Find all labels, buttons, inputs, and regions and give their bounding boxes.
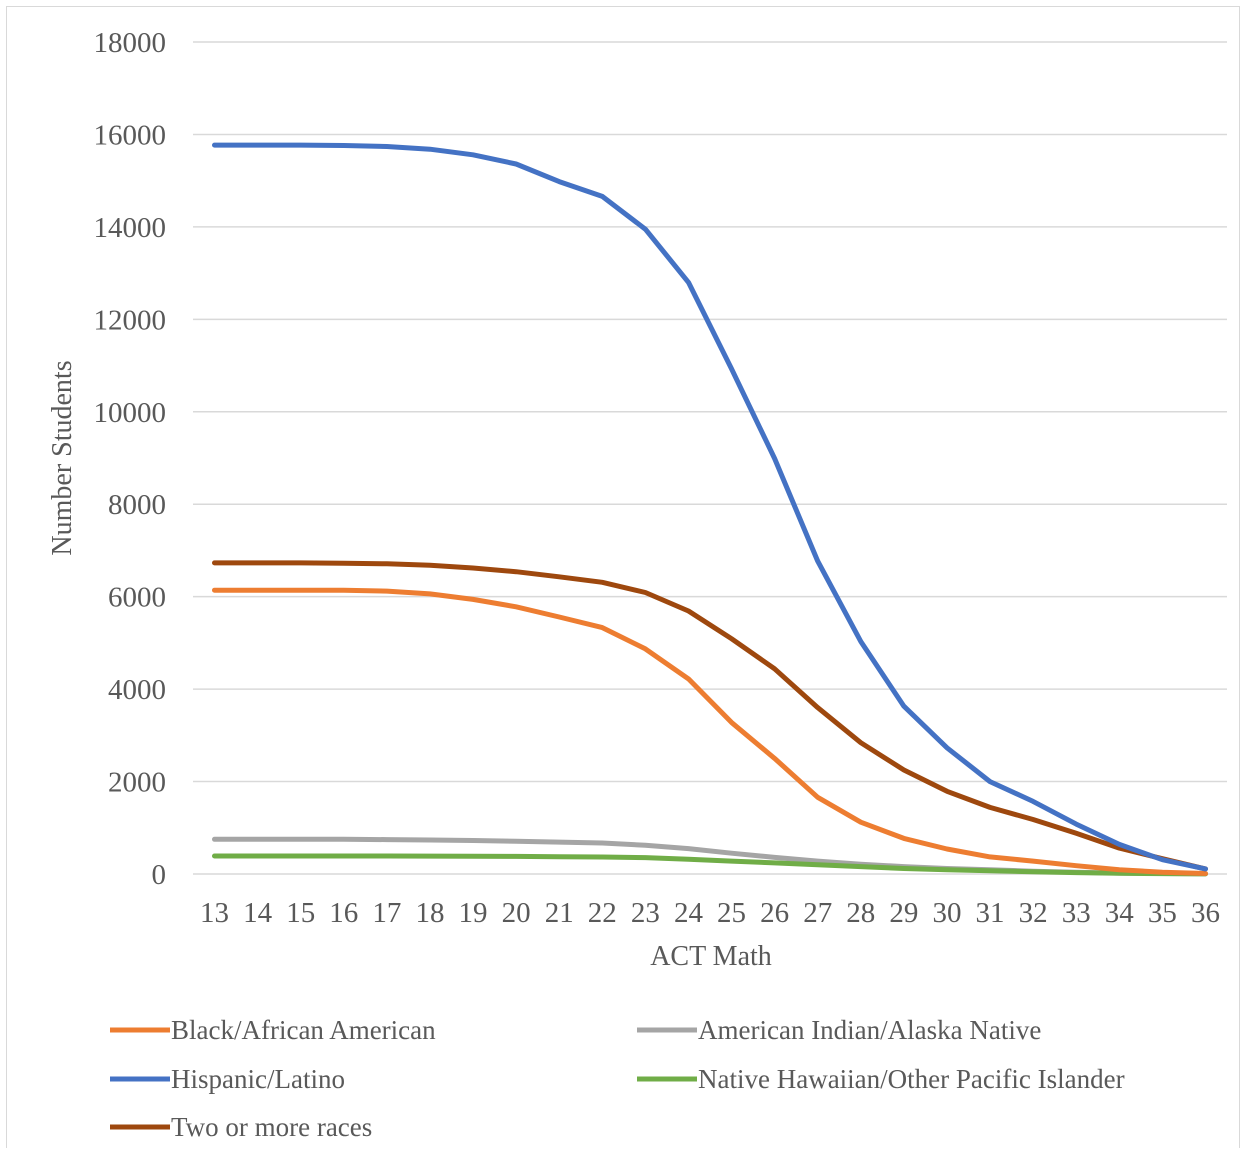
y-tick-label: 6000	[108, 582, 166, 614]
y-tick-label: 14000	[94, 212, 167, 244]
legend: Black/African American American Indian/Al…	[110, 1015, 1125, 1142]
x-tick-label: 13	[200, 897, 229, 929]
legend-label: Two or more races	[171, 1112, 372, 1142]
series-line-two-or-more-races	[212, 560, 1208, 872]
series-line-black-african-american	[212, 587, 1208, 876]
y-tick-label: 8000	[108, 489, 166, 521]
x-tick-label: 34	[1105, 897, 1135, 929]
x-tick-label: 16	[329, 897, 358, 929]
x-tick-label: 24	[674, 897, 704, 929]
x-tick-label: 25	[717, 897, 746, 929]
x-tick-label: 29	[889, 897, 918, 929]
y-tick-label: 0	[152, 859, 167, 891]
y-axis-title: Number Students	[47, 360, 78, 555]
legend-item: Hispanic/Latino	[110, 1064, 345, 1094]
legend-item: Black/African American	[110, 1015, 436, 1045]
x-tick-label: 33	[1062, 897, 1091, 929]
x-axis-title: ACT Math	[650, 941, 772, 972]
x-tick-label: 28	[846, 897, 875, 929]
x-tick-label: 31	[976, 897, 1005, 929]
x-tick-label: 15	[286, 897, 315, 929]
y-tick-label: 4000	[108, 674, 166, 706]
x-tick-label: 20	[502, 897, 531, 929]
x-tick-label: 14	[243, 897, 273, 929]
y-tick-label: 18000	[94, 27, 167, 59]
x-tick-label: 22	[588, 897, 617, 929]
y-tick-label: 12000	[94, 304, 167, 336]
x-tick-label: 30	[932, 897, 961, 929]
legend-item: American Indian/Alaska Native	[637, 1015, 1041, 1045]
chart-frame	[6, 6, 1240, 1148]
series-lines	[212, 142, 1208, 877]
series-line-hispanic-latino	[212, 142, 1208, 872]
x-tick-label: 36	[1191, 897, 1220, 929]
y-tick-label: 10000	[94, 397, 167, 429]
legend-label: Black/African American	[171, 1015, 436, 1045]
legend-item: Native Hawaiian/Other Pacific Islander	[637, 1064, 1125, 1094]
y-tick-label: 16000	[94, 119, 167, 151]
x-tick-label: 19	[459, 897, 488, 929]
series-line-native-hawaiian-other-pacific-islander	[212, 853, 1208, 877]
x-axis-ticks: 13 14 15 16 17 18 19 20 21 22 23 24 25 26 27 28 29 30 31 32…	[200, 897, 1220, 929]
x-tick-label: 18	[415, 897, 444, 929]
y-axis-ticks: 0 2000 4000 6000 8000 10000 12000 14000 16000 180…	[94, 27, 167, 891]
legend-label: American Indian/Alaska Native	[698, 1015, 1041, 1045]
legend-label: Native Hawaiian/Other Pacific Islander	[698, 1064, 1125, 1094]
x-tick-label: 35	[1148, 897, 1177, 929]
x-tick-label: 32	[1019, 897, 1048, 929]
legend-label: Hispanic/Latino	[171, 1064, 345, 1094]
x-tick-label: 21	[545, 897, 574, 929]
x-tick-label: 23	[631, 897, 660, 929]
x-tick-label: 27	[803, 897, 832, 929]
x-tick-label: 26	[760, 897, 789, 929]
legend-item: Two or more races	[110, 1112, 372, 1142]
x-tick-label: 17	[372, 897, 401, 929]
gridlines	[193, 41, 1227, 783]
y-tick-label: 2000	[108, 767, 166, 799]
